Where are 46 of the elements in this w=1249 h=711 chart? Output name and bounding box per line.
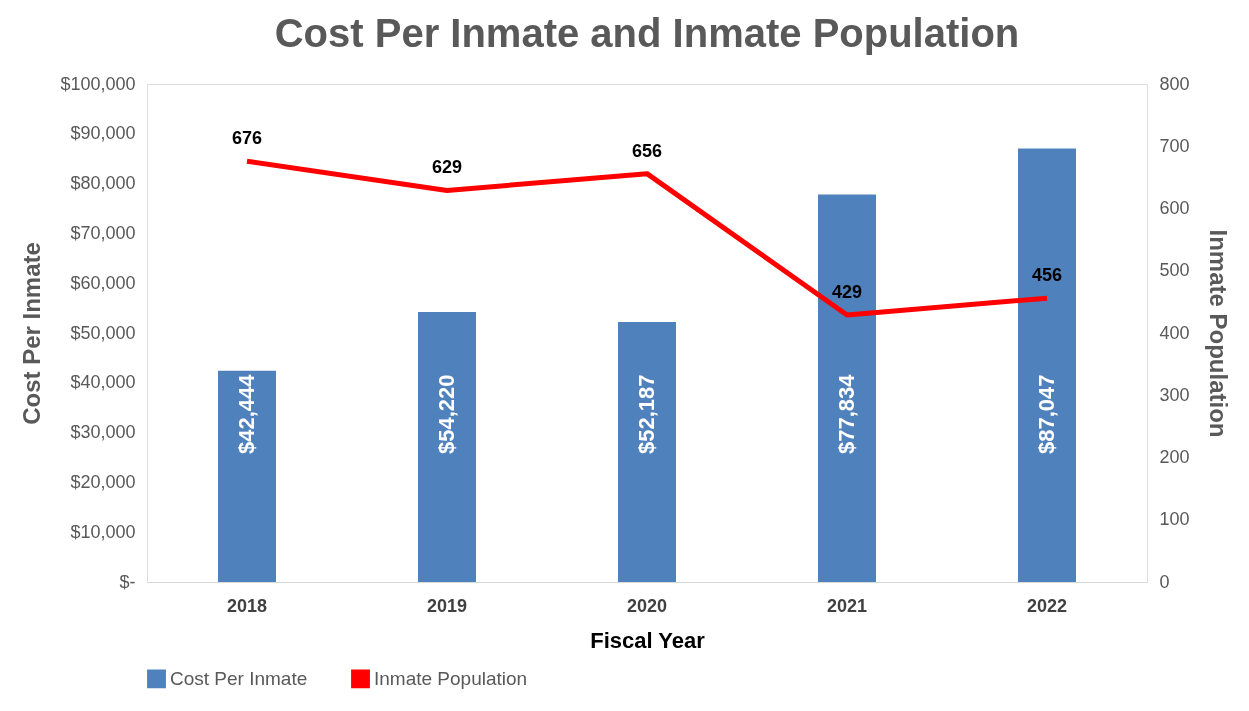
data-label: $54,220: [434, 374, 459, 454]
y-tick-label: $10,000: [70, 521, 136, 542]
y-tick-label: $30,000: [70, 422, 136, 443]
x-axis-title: Fiscal Year: [590, 627, 706, 653]
data-label: 656: [631, 140, 663, 161]
y2-axis-title: Inmate Population: [1204, 229, 1232, 438]
data-label: $52,187: [634, 374, 659, 454]
y2-tick-label: 500: [1159, 260, 1190, 281]
legend-label: Cost Per Inmate: [170, 667, 308, 689]
y2-tick-label: 400: [1159, 322, 1190, 343]
y-tick-label: $20,000: [70, 471, 136, 492]
y-axis-title: Cost Per Inmate: [18, 242, 46, 425]
y-tick-label: $40,000: [70, 372, 136, 393]
data-label: 456: [1031, 265, 1063, 286]
y-tick-label: $50,000: [70, 322, 136, 343]
y-tick-label: $90,000: [70, 123, 136, 144]
data-label: 629: [431, 157, 463, 178]
legend-label: Inmate Population: [374, 667, 528, 689]
y2-tick-label: 100: [1159, 509, 1190, 530]
y-tick-label: $-: [119, 571, 136, 592]
x-tick-label: 2020: [626, 595, 668, 616]
bar: [218, 370, 276, 582]
x-tick-label: 2021: [826, 595, 868, 616]
y-tick-label: $70,000: [70, 222, 136, 243]
y2-tick-label: 300: [1159, 384, 1190, 405]
bar: [818, 194, 876, 582]
data-label: 676: [231, 128, 263, 149]
bar: [618, 322, 676, 582]
x-tick-label: 2018: [226, 595, 268, 616]
bar: [1018, 148, 1076, 582]
y2-tick-label: 0: [1159, 571, 1170, 592]
y-tick-label: $60,000: [70, 272, 136, 293]
data-label: $42,444: [234, 373, 259, 454]
y2-tick-label: 800: [1159, 73, 1190, 94]
x-tick-label: 2022: [1026, 595, 1068, 616]
y-tick-label: $80,000: [70, 173, 136, 194]
y-tick-label: $100,000: [60, 73, 136, 94]
data-label: 429: [831, 281, 863, 302]
y2-tick-label: 700: [1159, 135, 1190, 156]
data-label: $87,047: [1034, 374, 1059, 454]
x-tick-label: 2019: [426, 595, 468, 616]
y2-tick-label: 200: [1159, 447, 1190, 467]
bar: [418, 311, 476, 582]
data-label: $77,834: [834, 373, 859, 454]
y2-tick-label: 600: [1159, 198, 1190, 218]
chart-title: Cost Per Inmate and Inmate Population: [274, 11, 1020, 55]
